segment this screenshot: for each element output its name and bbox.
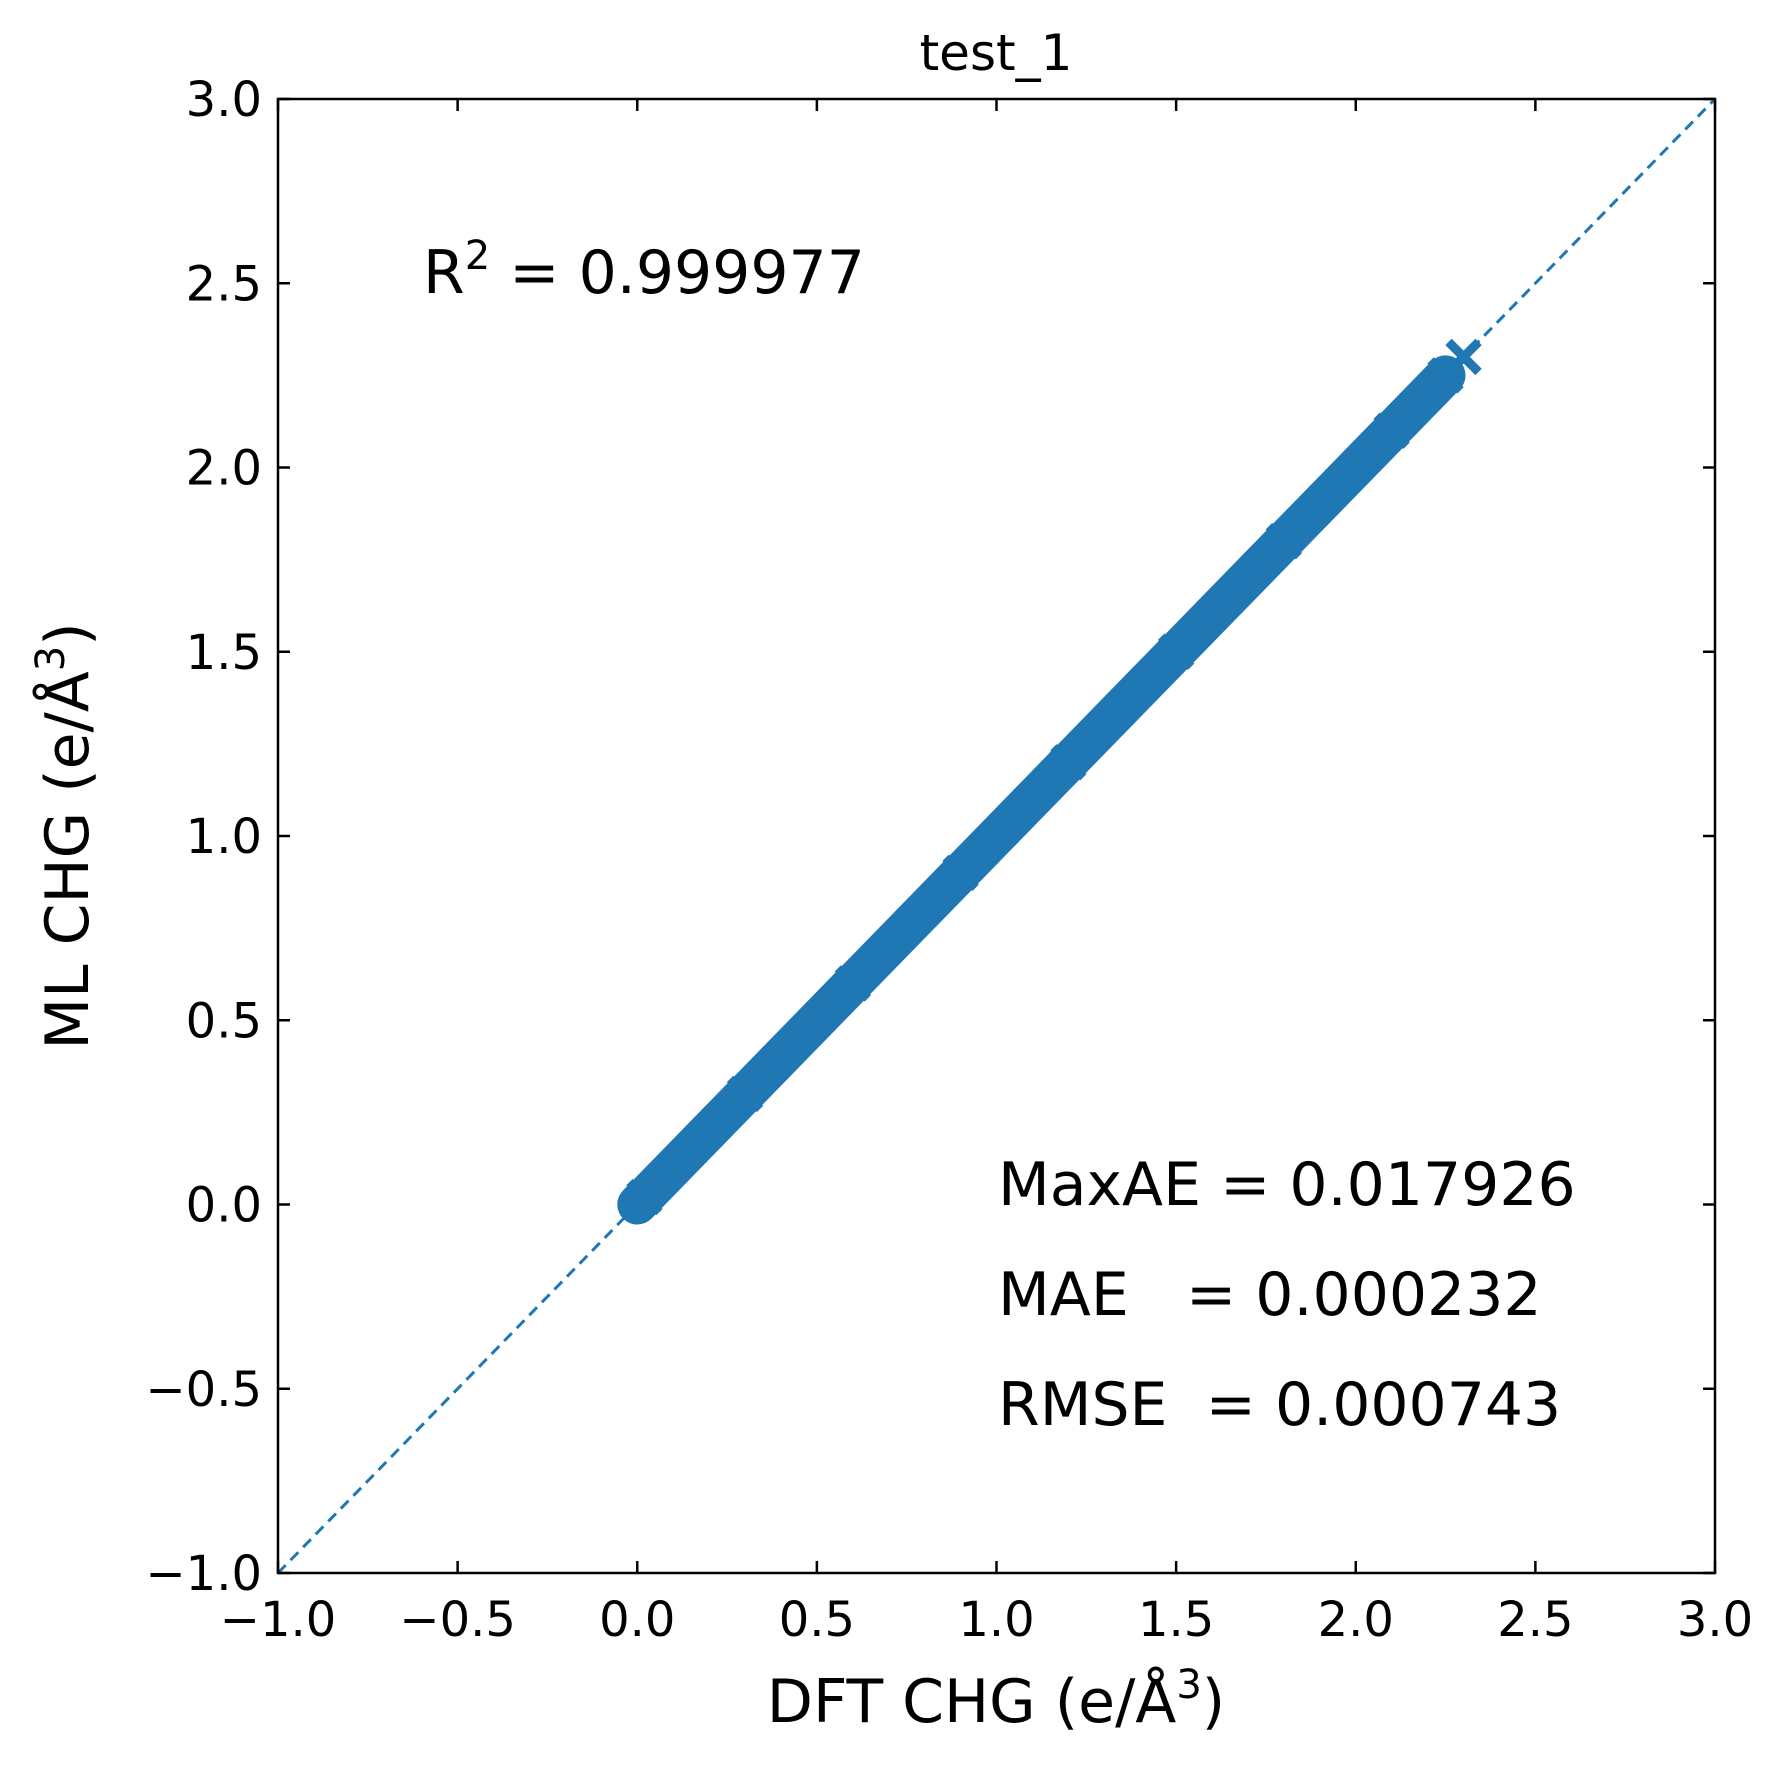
scatter-point-stroke [1050,744,1087,781]
x-axis-label-sup: 3 [1176,1662,1201,1708]
y-tick-label: 2.0 [186,441,262,497]
scatter-point-cloud [617,355,1466,1225]
y-tick-label: 3.0 [186,72,262,128]
rmse-annotation: RMSE = 0.000743 [998,1370,1561,1440]
mae-annotation: MAE = 0.000232 [998,1260,1542,1330]
scatter-band-group [617,355,1466,1225]
scatter-point-stroke [626,1178,663,1216]
scatter-point [1445,338,1482,376]
scatter-point [1265,523,1303,560]
x-tick-label: 3.0 [1677,1592,1753,1648]
y-axis-label-text: ML CHG (e/Å [32,671,103,1049]
scatter-point-stroke [834,965,871,1002]
scatter-point-stroke [1157,633,1195,670]
scatter-point [1157,633,1195,670]
maxae-annotation: MaxAE = 0.017926 [998,1150,1576,1220]
scatter-point [1373,412,1410,449]
scatter-point-stroke [1265,523,1303,560]
y-axis-label: ML CHG (e/Å3) [28,622,103,1049]
scatter-point [834,965,871,1002]
x-tick-label: 2.5 [1497,1592,1573,1648]
x-tick-label: −0.5 [399,1592,516,1648]
scatter-point [626,1178,663,1216]
y-tick-label: 0.0 [186,1178,262,1234]
y-ticks-group: −1.0 −0.5 0.0 0.5 1.0 1.5 2.0 2.5 3.0 [145,72,1715,1602]
y-tick-label: 0.5 [186,993,262,1049]
y-tick-label: −1.0 [145,1546,262,1602]
y-axis-label-close: ) [33,622,103,645]
x-tick-label: 2.0 [1318,1592,1394,1648]
x-tick-label: −1.0 [220,1592,337,1648]
x-tick-label: 0.5 [779,1592,855,1648]
y-axis-label-sup: 3 [28,646,74,671]
x-ticks-group: −1.0 −0.5 0.0 0.5 1.0 1.5 2.0 2.5 3.0 [220,99,1753,1648]
y-tick-label: 1.5 [186,625,262,681]
scatter-point-stroke [1445,338,1482,376]
x-tick-label: 0.0 [599,1592,675,1648]
scatter-points-group [626,338,1482,1216]
r2-annotation: R2 = 0.999977 [423,233,865,308]
y-tick-label: −0.5 [145,1362,262,1418]
x-axis-label-close: ) [1202,1667,1225,1737]
chart-title: test_1 [920,24,1073,82]
r2-prefix: R [423,238,465,308]
x-axis-label: DFT CHG (e/Å3) [767,1662,1225,1737]
scatter-point-stroke [726,1075,764,1113]
scatter-point [726,1075,764,1113]
x-axis-label-text: DFT CHG (e/Å [767,1666,1177,1737]
x-tick-label: 1.5 [1138,1592,1214,1648]
scatter-point-stroke [942,854,979,892]
scatter-point [942,854,979,892]
r2-value: = 0.999977 [490,238,865,308]
y-tick-label: 1.0 [186,809,262,865]
r2-superscript: 2 [465,233,490,279]
y-tick-label: 2.5 [186,256,262,312]
scatter-point-stroke [1373,412,1410,449]
scatter-point [1050,744,1087,781]
x-tick-label: 1.0 [958,1592,1034,1648]
